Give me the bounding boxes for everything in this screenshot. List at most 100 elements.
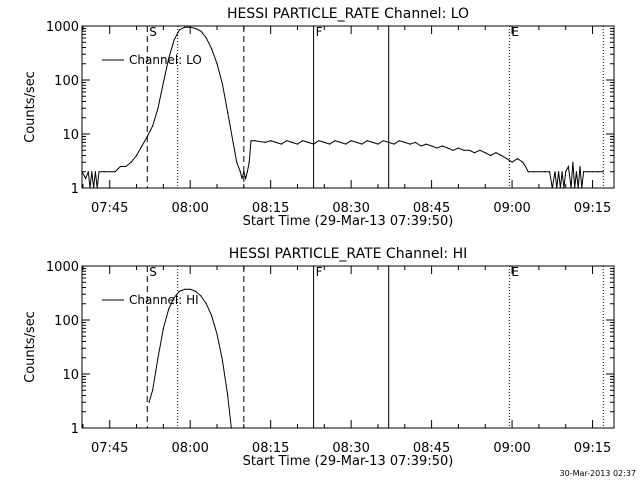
data-point [543,171,545,173]
data-point [103,171,105,173]
data-point [148,401,150,403]
data-point [567,165,570,168]
x-tick-label: 08:15 [252,201,289,216]
data-point [556,187,558,189]
data-point [597,171,599,173]
data-point [334,140,336,142]
x-tick-label: 09:15 [574,201,611,216]
data-point [286,140,288,142]
y-tick-label: 1000 [46,20,79,35]
data-point [216,333,218,335]
x-tick-label: 08:00 [171,441,208,456]
data-point [570,187,572,189]
data-point [157,357,159,359]
data-point [141,145,143,147]
data-point [506,158,508,160]
data-point [579,165,581,168]
data-point [146,135,148,138]
y-axis-label: Counts/sec [23,71,38,143]
data-point [189,288,191,290]
data-point [173,39,175,41]
data-point [586,171,588,173]
data-point [189,26,191,28]
data-point [168,57,170,60]
data-point [254,140,256,142]
plot-frame [81,25,615,189]
chart-panel-lo: HESSI PARTICLE_RATE Channel: LO 1 10 100 100… [23,6,615,229]
data-point [398,140,400,142]
data-point [232,141,234,143]
data-point [195,290,197,292]
data-point [420,145,422,147]
data-point [89,187,91,189]
data-point [522,161,524,163]
event-marker-label-s: S [149,25,157,39]
data-point [563,187,565,189]
event-marker-label-f: F [316,265,323,279]
data-point [280,143,282,145]
data-point [409,143,411,145]
data-point [200,295,202,297]
data-point [565,171,567,173]
data-point [372,141,374,143]
data-point [270,140,272,142]
data-point [366,140,368,142]
data-point [345,143,347,145]
data-point [554,171,556,173]
data-point [581,187,583,189]
data-point [227,111,229,114]
x-tick-label: 07:45 [91,441,128,456]
data-point [98,171,100,173]
data-point [241,177,243,180]
data-point [178,29,181,31]
data-point [329,143,331,145]
data-point [152,125,154,127]
data-point [135,154,138,157]
data-point [227,394,229,397]
data-point [230,427,232,429]
y-tick-label: 1 [71,182,79,197]
data-point [361,143,363,145]
data-point [551,187,553,189]
data-point [221,83,223,85]
data-point [130,161,132,163]
data-point [457,147,459,149]
data-point [495,152,497,154]
chart-panel-hi: HESSI PARTICLE_RATE Channel: HI 1 10 100 100… [23,246,615,469]
event-marker-label-e: E [511,265,519,279]
event-marker-label-s: S [149,265,157,279]
data-point [184,288,186,290]
data-point [205,303,207,305]
x-tick-label: 08:45 [413,441,450,456]
x-tick-label: 08:45 [413,201,450,216]
data-point [296,143,299,145]
data-point [524,165,527,168]
data-point [178,290,181,292]
data-point [404,141,406,143]
data-point [436,147,438,149]
data-point [264,141,266,143]
x-axis-label: Start Time (29-Mar-13 07:39:50) [243,454,454,469]
data-point [425,143,427,145]
data-point [162,81,164,84]
chart-title: HESSI PARTICLE_RATE Channel: LO [227,6,469,22]
data-point [216,63,218,65]
data-point [468,149,470,151]
data-point [236,161,238,163]
data-point [572,161,574,163]
x-tick-label: 08:30 [332,441,369,456]
data-point [431,145,433,147]
data-point [302,140,304,142]
data-point [91,171,93,173]
data-point [393,143,395,145]
y-tick-label: 100 [54,74,79,89]
data-point [479,149,481,151]
y-tick-label: 100 [54,314,79,329]
data-point [355,141,358,143]
data-point [195,27,197,30]
data-point [516,158,519,160]
data-point [211,315,213,317]
generation-timestamp: 30-Mar-2013 02:37 [560,469,637,478]
data-point [484,152,486,154]
